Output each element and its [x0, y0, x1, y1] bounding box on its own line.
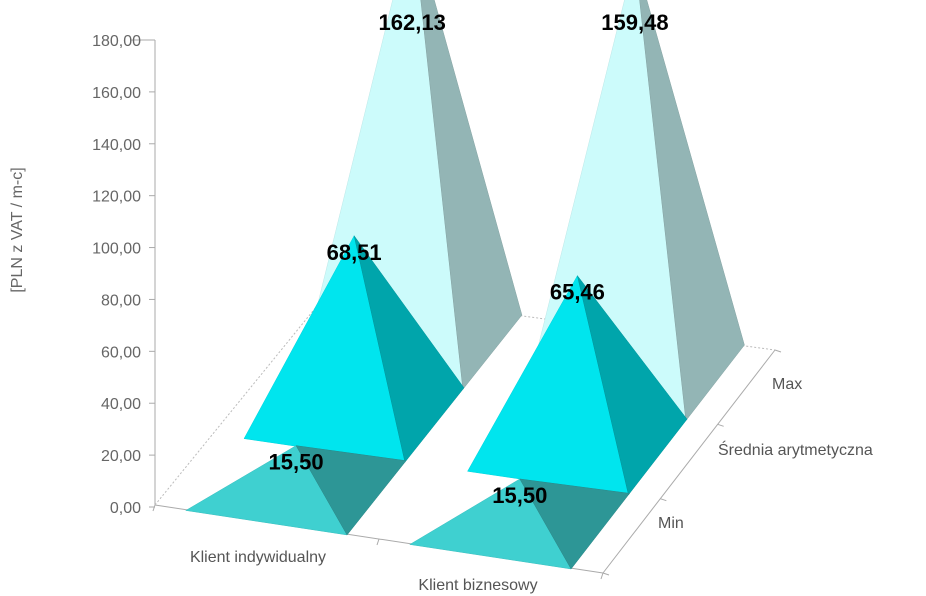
y-tick-label: 40,00	[101, 396, 141, 413]
depth-axis-tick	[717, 423, 724, 427]
pyramid-bar	[467, 274, 688, 496]
category-label: Klient indywidualny	[190, 549, 326, 566]
x-axis-tick	[152, 504, 156, 512]
y-tick-label: 120,00	[92, 189, 141, 206]
pyramid-side-face	[353, 235, 465, 463]
pyramid-side-face	[519, 478, 631, 570]
depth-axis-tick	[774, 349, 782, 353]
data-label: 68,51	[327, 240, 382, 265]
y-axis-title: [PLN z VAT / m-c]	[9, 167, 26, 292]
category-labels: Klient indywidualny Klient biznesowy	[190, 549, 538, 594]
floor-right-edge	[602, 349, 776, 574]
depth-series-labels: Min Średnia arytmetyczna Max	[658, 376, 873, 532]
y-tick-label: 160,00	[92, 85, 141, 102]
x-axis-tick	[600, 572, 604, 580]
pyramid-side-face	[639, 0, 745, 422]
data-label: 65,46	[550, 280, 605, 305]
series-axis-label: Średnia arytmetyczna	[718, 440, 873, 459]
pyramid-marks	[185, 0, 745, 570]
pyramid-side-face	[420, 0, 523, 390]
y-tick-label: 140,00	[92, 137, 141, 154]
pyramid-side-face	[577, 275, 688, 496]
data-label: 15,50	[269, 450, 324, 475]
series-axis-label: Min	[658, 515, 684, 532]
y-tick-label: 60,00	[101, 344, 141, 361]
pyramid-side-face	[295, 445, 407, 536]
data-label: 159,48	[601, 10, 668, 35]
pyramid-bar	[243, 235, 465, 463]
y-tick-label: 80,00	[101, 292, 141, 309]
data-label: 162,13	[379, 10, 446, 35]
y-axis-ticks: 0,00 20,00 40,00 60,00 80,00 100,00 120,00 140,…	[92, 33, 155, 517]
series-axis-label: Max	[772, 376, 802, 393]
depth-axis-tick	[602, 572, 610, 576]
y-tick-label: 20,00	[101, 448, 141, 465]
depth-axis-tick	[660, 498, 667, 502]
data-label: 15,50	[492, 483, 547, 508]
category-label: Klient biznesowy	[418, 577, 537, 594]
y-tick-label: 100,00	[92, 241, 141, 258]
y-tick-label: 0,00	[110, 500, 141, 517]
x-axis-tick	[376, 538, 380, 546]
pyramid-bar	[409, 478, 631, 570]
pyramid-bar	[185, 445, 407, 536]
data-labels: 162,13 159,48 68,51 65,46 15,50 15,50	[269, 10, 669, 508]
y-tick-label: 180,00	[92, 33, 141, 50]
